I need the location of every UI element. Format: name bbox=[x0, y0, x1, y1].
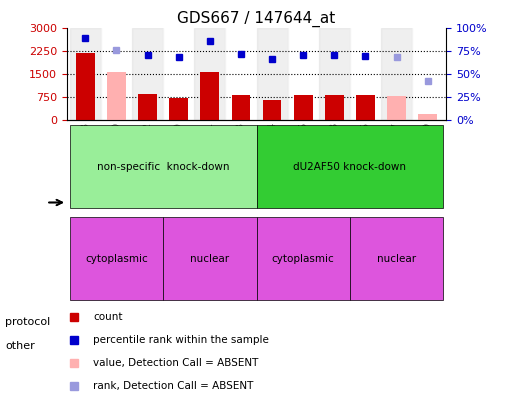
Text: value, Detection Call = ABSENT: value, Detection Call = ABSENT bbox=[93, 358, 259, 368]
Bar bbox=[412, 28, 443, 121]
Bar bbox=[325, 95, 344, 121]
Text: percentile rank within the sample: percentile rank within the sample bbox=[93, 335, 269, 345]
FancyBboxPatch shape bbox=[70, 217, 163, 300]
Bar bbox=[169, 98, 188, 121]
Text: count: count bbox=[93, 312, 123, 322]
Text: cytoplasmic: cytoplasmic bbox=[85, 254, 148, 264]
FancyBboxPatch shape bbox=[256, 217, 350, 300]
Bar bbox=[163, 28, 194, 121]
FancyBboxPatch shape bbox=[256, 125, 443, 208]
Bar bbox=[387, 96, 406, 121]
Bar bbox=[70, 28, 101, 121]
Bar bbox=[294, 95, 312, 121]
Text: other: other bbox=[5, 341, 35, 351]
Bar bbox=[418, 114, 437, 121]
Text: rank, Detection Call = ABSENT: rank, Detection Call = ABSENT bbox=[93, 381, 253, 391]
Bar bbox=[132, 28, 163, 121]
Text: dU2AF50 knock-down: dU2AF50 knock-down bbox=[293, 162, 406, 172]
FancyBboxPatch shape bbox=[70, 125, 256, 208]
Text: protocol: protocol bbox=[5, 317, 50, 327]
Text: nuclear: nuclear bbox=[190, 254, 229, 264]
Bar bbox=[76, 53, 95, 121]
Bar bbox=[263, 100, 282, 121]
Bar bbox=[201, 72, 219, 121]
Bar bbox=[288, 28, 319, 121]
Bar bbox=[139, 94, 157, 121]
FancyBboxPatch shape bbox=[350, 217, 443, 300]
Bar bbox=[231, 95, 250, 121]
Title: GDS667 / 147644_at: GDS667 / 147644_at bbox=[177, 11, 336, 27]
Bar bbox=[381, 28, 412, 121]
Bar bbox=[101, 28, 132, 121]
Bar bbox=[107, 72, 126, 121]
FancyBboxPatch shape bbox=[163, 217, 256, 300]
Bar bbox=[350, 28, 381, 121]
Bar bbox=[356, 95, 374, 121]
Bar bbox=[319, 28, 350, 121]
Bar bbox=[256, 28, 288, 121]
Text: non-specific  knock-down: non-specific knock-down bbox=[97, 162, 229, 172]
Bar bbox=[194, 28, 225, 121]
Bar bbox=[225, 28, 256, 121]
Text: cytoplasmic: cytoplasmic bbox=[272, 254, 334, 264]
Text: nuclear: nuclear bbox=[377, 254, 416, 264]
